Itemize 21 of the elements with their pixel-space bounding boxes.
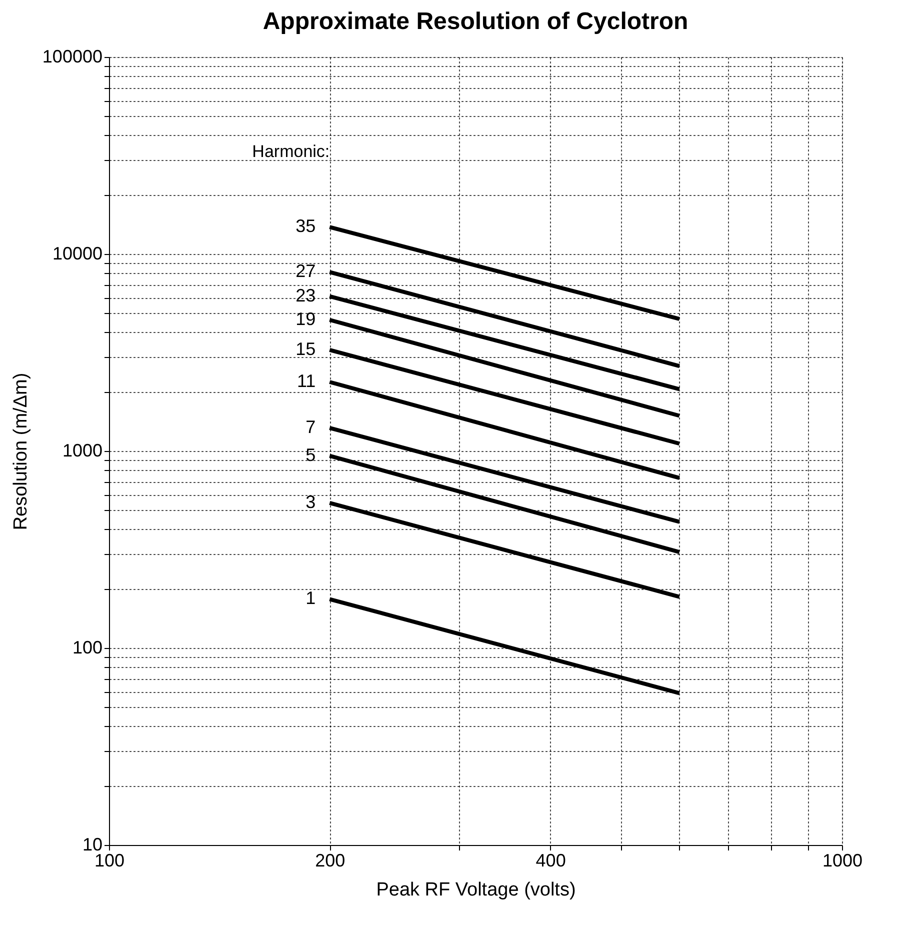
x-tick-label: 400	[536, 850, 566, 870]
series-label: 1	[306, 588, 316, 608]
y-tick-label: 10000	[52, 244, 102, 264]
y-tick-label: 100000	[42, 46, 102, 66]
series-label: 5	[306, 444, 316, 465]
series-label: 23	[296, 285, 316, 306]
series-label: 35	[296, 216, 316, 236]
series-label: 19	[296, 308, 316, 329]
x-tick-label: 200	[315, 850, 346, 870]
x-axis-title: Peak RF Voltage (volts)	[376, 880, 576, 900]
chart-title: Approximate Resolution of Cyclotron	[262, 8, 688, 35]
series-label: 3	[306, 492, 316, 512]
y-axis-title: Resolution (m/Δm)	[10, 372, 32, 530]
x-tick-label: 1000	[822, 850, 863, 870]
series-label: 7	[306, 416, 316, 437]
series-label: 15	[296, 338, 316, 359]
legend-title: Harmonic:	[252, 142, 330, 162]
series-label: 27	[296, 261, 316, 282]
y-tick-label: 100	[72, 638, 102, 658]
y-tick-label: 1000	[62, 440, 102, 460]
series-label: 11	[296, 371, 316, 391]
